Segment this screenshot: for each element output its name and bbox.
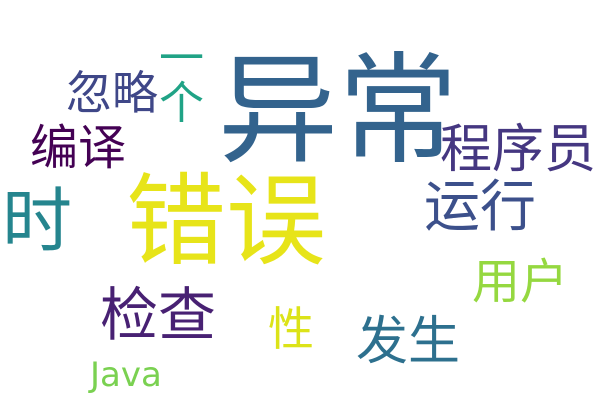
- word-java: Java: [90, 355, 162, 395]
- word-yonghu: 用户: [472, 254, 569, 310]
- word-fasheng: 发生: [356, 312, 461, 372]
- word-jiancha: 检查: [100, 281, 217, 349]
- word-yige: 一个: [151, 34, 204, 124]
- word-chengxuyuan: 程序员: [440, 120, 597, 180]
- word-bianyi: 编译: [30, 120, 127, 176]
- word-shi: 时: [2, 180, 72, 262]
- word-xing: 性: [268, 302, 314, 356]
- word-hulue: 忽略: [66, 66, 158, 120]
- word-yunxing: 运行: [424, 175, 536, 240]
- word-cuowu: 错误: [126, 163, 326, 280]
- word-yichang: 异常: [218, 42, 458, 181]
